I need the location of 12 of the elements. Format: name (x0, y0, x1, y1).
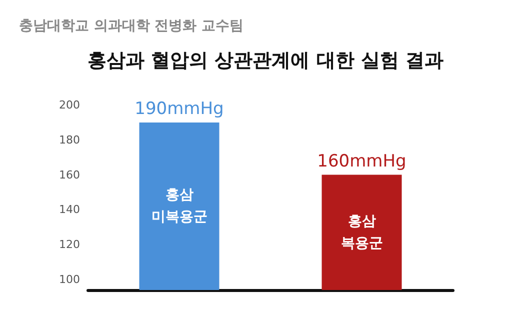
chart-title: 홍삼과 혈압의 상관관계에 대한 실험 결과 (87, 50, 444, 72)
y-tick-label: 100 (59, 273, 80, 286)
y-tick-label: 200 (59, 98, 80, 112)
data-label: 190mmHg (134, 98, 224, 119)
y-tick-label: 160 (59, 168, 80, 182)
y-tick-label: 180 (59, 133, 80, 146)
x-tick-label: 홍삼 복용군 (340, 213, 383, 252)
y-tick-label: 120 (59, 238, 80, 252)
x-tick-label: 홍삼 미복용군 (151, 187, 208, 226)
y-tick-label: 140 (59, 203, 80, 216)
data-label: 160mmHg (317, 151, 406, 172)
chart-subtitle: 충남대학교 의과대학 전병화 교수팀 (19, 18, 244, 34)
